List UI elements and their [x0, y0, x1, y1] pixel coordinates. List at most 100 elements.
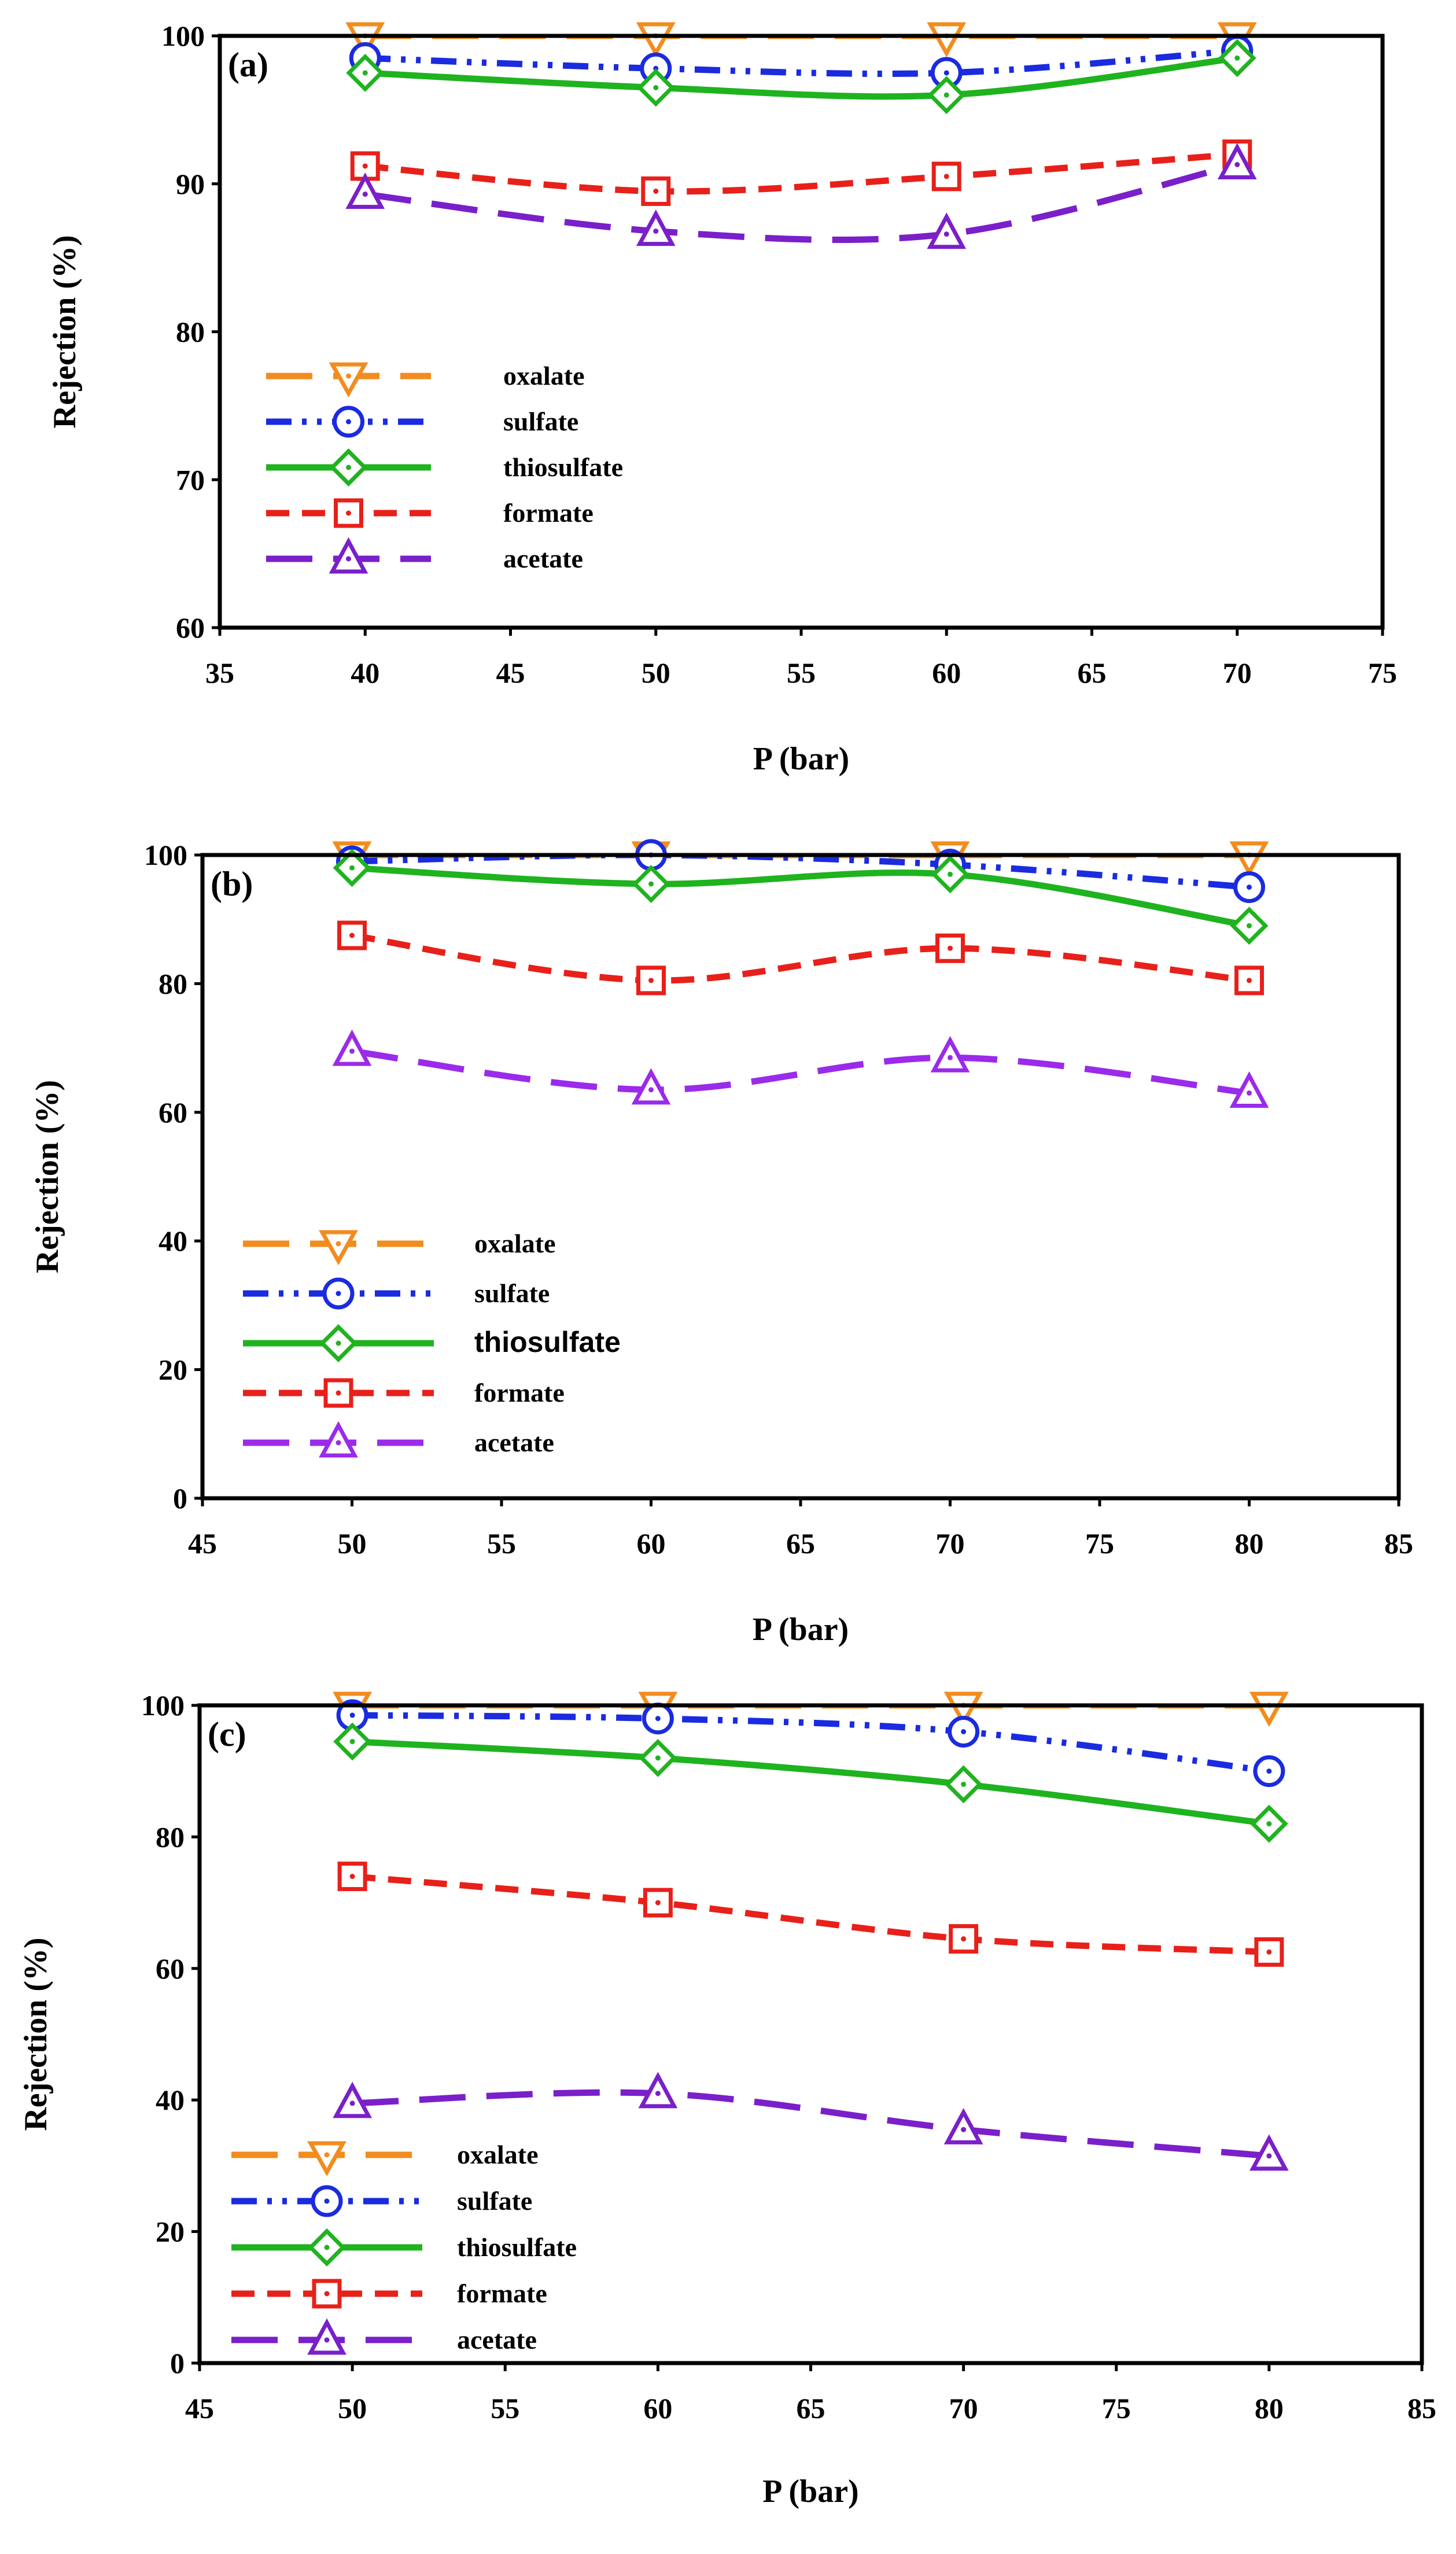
x-tick-label: 50: [338, 1527, 367, 1560]
series-line-thiosulfate: [352, 864, 1250, 929]
legend-marker: [307, 2141, 347, 2177]
legend-label: formate: [503, 498, 594, 528]
x-tick-label: 80: [1235, 1527, 1264, 1560]
legend: oxalate sulfate thiosulfate formate acetate: [266, 361, 623, 574]
legend-item-oxalate: oxalate: [231, 2140, 539, 2177]
legend-item-acetate: acetate: [231, 2318, 537, 2355]
series-line-formate: [351, 932, 1250, 984]
y-tick-label: 70: [176, 463, 205, 496]
data-point-acetate: [631, 1068, 671, 1105]
plot-frame: [197, 1703, 1424, 2365]
y-axis-title: Rejection (%): [30, 1080, 65, 1273]
legend-label: formate: [474, 1378, 565, 1407]
series-line-formate: [352, 1873, 1270, 1955]
data-point-acetate: [1249, 2134, 1289, 2171]
y-tick-label: 100: [144, 839, 187, 871]
legend-marker: [319, 1421, 358, 1458]
data-point-acetate: [636, 209, 676, 246]
legend-label: sulfate: [457, 2186, 532, 2216]
y-tick-label: 100: [161, 20, 205, 52]
data-point-sulfate: [642, 1702, 674, 1735]
legend-label: oxalate: [457, 2140, 539, 2169]
legend-label: thiosulfate: [457, 2232, 577, 2262]
series-line-thiosulfate: [352, 1738, 1270, 1827]
panel-label: (a): [228, 46, 268, 84]
data-point-sulfate: [1253, 1755, 1285, 1788]
y-tick-label: 40: [156, 2084, 185, 2116]
series-line-sulfate: [352, 1712, 1270, 1775]
x-tick-label: 35: [205, 657, 234, 689]
chart-panel-1: 60 70 80 90 100 35 40 45 50 55 60 65 70 75 P (bar) Reje…: [47, 20, 1397, 777]
legend: oxalate sulfate thiosulfate formate acetate: [243, 1229, 621, 1458]
x-tick-label: 85: [1407, 2392, 1436, 2424]
legend-item-formate: formate: [243, 1378, 565, 1408]
series-line-thiosulfate: [364, 54, 1238, 100]
x-tick-label: 65: [1078, 657, 1107, 689]
legend-label: oxalate: [503, 361, 585, 390]
x-tick-label: 55: [787, 657, 816, 689]
legend-item-oxalate: oxalate: [243, 1229, 556, 1266]
data-point-acetate: [1229, 1071, 1269, 1108]
data-point-acetate: [638, 2072, 678, 2109]
x-tick-label: 75: [1102, 2392, 1131, 2424]
legend-item-sulfate: sulfate: [231, 2185, 532, 2217]
y-tick-label: 40: [158, 1225, 187, 1257]
x-tick-label: 55: [487, 1527, 516, 1560]
data-point-acetate: [943, 2107, 983, 2144]
legend-item-sulfate: sulfate: [243, 1277, 550, 1310]
data-point-thiosulfate: [944, 1765, 983, 1804]
legend-label: formate: [457, 2279, 547, 2308]
data-point-acetate: [1217, 143, 1257, 180]
legend-item-acetate: acetate: [266, 537, 583, 574]
legend-marker: [319, 1324, 357, 1362]
y-tick-label: 0: [170, 2347, 185, 2379]
legend-marker: [319, 1230, 358, 1266]
data-point-formate: [935, 933, 965, 963]
legend-item-thiosulfate: thiosulfate: [231, 2228, 577, 2266]
series-lines: [352, 1705, 1270, 2159]
legend-item-acetate: acetate: [243, 1421, 554, 1458]
legend-item-thiosulfate: thiosulfate: [266, 448, 623, 487]
legend-item-oxalate: oxalate: [266, 361, 585, 398]
legend-marker: [329, 537, 368, 574]
legend: oxalate sulfate thiosulfate formate acetate: [231, 2140, 577, 2355]
data-point-thiosulfate: [639, 1739, 677, 1777]
series-line-acetate: [351, 1048, 1250, 1096]
data-point-formate: [1254, 1937, 1284, 1967]
plot-frame: [218, 34, 1385, 630]
data-point-acetate: [930, 1035, 970, 1073]
x-tick-label: 75: [1085, 1527, 1114, 1560]
series-line-sulfate: [365, 47, 1238, 78]
data-point-thiosulfate: [632, 865, 670, 903]
y-tick-label: 60: [158, 1096, 187, 1129]
data-point-acetate: [333, 2081, 372, 2118]
y-tick-label: 60: [176, 611, 205, 644]
y-axis-title: Rejection (%): [18, 1937, 54, 2131]
x-tick-label: 85: [1384, 1527, 1413, 1560]
x-tick-label: 60: [637, 1527, 666, 1560]
x-tick-label: 50: [642, 657, 670, 689]
legend-label: thiosulfate: [474, 1326, 621, 1358]
series-lines: [351, 855, 1250, 1096]
y-tick-label: 80: [156, 1820, 185, 1853]
data-point-sulfate: [1233, 871, 1265, 904]
legend-marker: [307, 2318, 347, 2355]
data-point-formate: [337, 920, 367, 950]
y-tick-label: 0: [173, 1482, 187, 1514]
data-point-thiosulfate: [931, 855, 970, 894]
legend-item-thiosulfate: thiosulfate: [243, 1324, 621, 1362]
legend-item-formate: formate: [231, 2279, 547, 2309]
x-tick-label: 45: [188, 1527, 217, 1560]
legend-label: sulfate: [474, 1278, 550, 1308]
data-point-formate: [636, 965, 666, 996]
y-tick-label: 20: [156, 2216, 185, 2248]
chart-panel-2: 0 20 40 60 80 100 45 50 55 60 65 70 75 80 85 P (bar) Rej…: [30, 839, 1413, 1648]
x-tick-label: 65: [786, 1527, 815, 1560]
y-tick-label: 80: [158, 967, 187, 1000]
data-point-formate: [931, 161, 961, 191]
data-point-thiosulfate: [1230, 906, 1269, 945]
x-tick-label: 70: [1223, 657, 1252, 689]
panel-label: (c): [208, 1715, 246, 1753]
series-line-formate: [364, 151, 1238, 195]
